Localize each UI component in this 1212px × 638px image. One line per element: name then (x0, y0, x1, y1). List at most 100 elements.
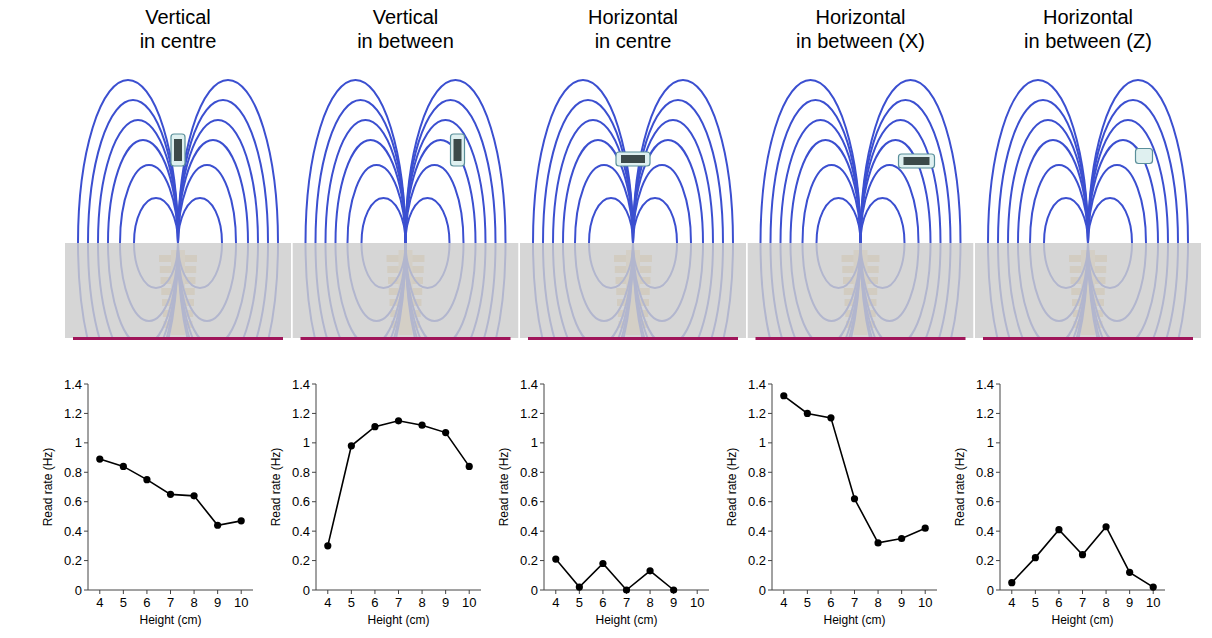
data-point (96, 455, 103, 462)
diagram (65, 80, 291, 340)
data-point (827, 414, 834, 421)
x-tick-label: 10 (690, 595, 704, 610)
data-point (670, 586, 677, 593)
x-tick (1106, 590, 1107, 594)
tag-chip (904, 157, 930, 165)
y-tick-label: 0.2 (520, 553, 538, 568)
x-tick (170, 590, 171, 594)
y-tick (312, 413, 316, 414)
antenna-plate (73, 337, 283, 340)
data-point (898, 535, 905, 542)
y-tick (84, 472, 88, 473)
y-tick (996, 560, 1000, 561)
x-tick (697, 590, 698, 594)
y-tick (540, 413, 544, 414)
x-tick-label: 8 (874, 595, 881, 610)
x-tick (398, 590, 399, 594)
x-tick (99, 590, 100, 594)
y-tick (996, 501, 1000, 502)
data-line (556, 559, 674, 590)
y-tick-label: 1.4 (292, 377, 310, 392)
x-tick-label: 10 (918, 595, 932, 610)
y-tick-label: 0.8 (976, 465, 994, 480)
x-tick-label: 6 (599, 595, 606, 610)
y-tick (312, 531, 316, 532)
reader-block (293, 243, 519, 338)
y-tick (768, 560, 772, 561)
y-tick (768, 384, 772, 385)
y-tick-label: 1 (75, 435, 82, 450)
x-tick-label: 5 (120, 595, 127, 610)
y-tick (84, 384, 88, 385)
data-point (1008, 579, 1015, 586)
y-tick-label: 0.4 (64, 524, 82, 539)
title-line: in between (357, 30, 454, 52)
y-tick (84, 413, 88, 414)
data-line (1012, 527, 1153, 587)
y-tick (768, 413, 772, 414)
y-tick-label: 0.6 (520, 494, 538, 509)
data-point (1102, 523, 1109, 530)
x-tick-label: 6 (1055, 595, 1062, 610)
y-axis (772, 384, 773, 590)
x-tick (422, 590, 423, 594)
chart: 00.20.40.60.811.21.445678910Height (cm)R… (41, 377, 253, 628)
reader-block (65, 243, 291, 338)
tag-outline (171, 134, 185, 166)
y-tick-label: 0 (75, 583, 82, 598)
y-tick-label: 0.6 (64, 494, 82, 509)
y-axis (544, 384, 545, 590)
data-line (100, 459, 241, 525)
x-tick (1035, 590, 1036, 594)
x-tick (445, 590, 446, 594)
data-point (348, 442, 355, 449)
y-tick-label: 0.2 (976, 553, 994, 568)
chart: 00.20.40.60.811.21.445678910Height (cm)R… (953, 377, 1165, 628)
reader-block (975, 243, 1201, 338)
y-tick-label: 1.4 (976, 377, 994, 392)
y-axis-title: Read rate (Hz) (953, 448, 967, 527)
antenna-plate (301, 337, 511, 340)
data-point (552, 556, 559, 563)
data-point (324, 542, 331, 549)
data-line (784, 396, 925, 543)
y-tick (312, 472, 316, 473)
y-tick (84, 590, 88, 591)
x-tick-label: 5 (1032, 595, 1039, 610)
y-tick-label: 0.8 (520, 465, 538, 480)
antenna-plate (756, 337, 966, 340)
x-tick-label: 10 (462, 595, 476, 610)
y-tick-label: 0.2 (748, 553, 766, 568)
diagram (975, 80, 1201, 340)
y-tick-label: 1.2 (64, 406, 82, 421)
reader-block (748, 243, 974, 338)
x-tick-label: 7 (623, 595, 630, 610)
y-axis (316, 384, 317, 590)
x-tick-label: 8 (418, 595, 425, 610)
x-tick (194, 590, 195, 594)
x-tick-label: 7 (167, 595, 174, 610)
y-tick (996, 590, 1000, 591)
panel-title: Verticalin between (357, 6, 454, 52)
x-tick-label: 5 (804, 595, 811, 610)
reader-block (520, 243, 746, 338)
x-tick (925, 590, 926, 594)
diagram (293, 80, 519, 340)
x-tick (901, 590, 902, 594)
y-tick-label: 0 (759, 583, 766, 598)
y-tick-label: 0.4 (292, 524, 310, 539)
y-tick-label: 1.4 (520, 377, 538, 392)
y-tick (768, 590, 772, 591)
title-line: in between (Z) (1024, 30, 1152, 52)
y-tick (312, 384, 316, 385)
x-axis-title: Height (cm) (1051, 613, 1113, 627)
y-tick (540, 472, 544, 473)
diagram (748, 80, 974, 340)
data-point (1079, 551, 1086, 558)
data-point (442, 429, 449, 436)
y-tick (312, 442, 316, 443)
y-tick (996, 413, 1000, 414)
y-tick (996, 472, 1000, 473)
x-axis-title: Height (cm) (139, 613, 201, 627)
x-tick (1129, 590, 1130, 594)
